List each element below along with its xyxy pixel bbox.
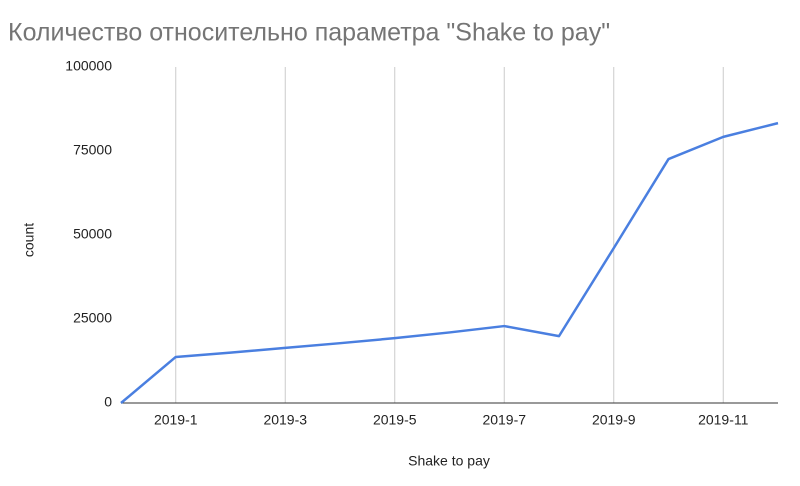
y-tick-label: 100000 [65, 58, 112, 74]
x-tick-label: 2019-1 [154, 412, 198, 428]
y-tick-label: 0 [104, 394, 112, 410]
x-tick-label: 2019-3 [263, 412, 307, 428]
x-tick-label: 2019-5 [373, 412, 417, 428]
chart-title: Количество относительно параметра "Shake… [8, 19, 610, 47]
y-tick-label: 25000 [73, 310, 112, 326]
y-tick-label: 50000 [73, 226, 112, 242]
x-axis-label: Shake to pay [408, 453, 490, 469]
x-tick-label: 2019-11 [698, 412, 749, 428]
x-tick-label: 2019-7 [482, 412, 526, 428]
x-tick-label: 2019-9 [592, 412, 636, 428]
y-axis-label: count [21, 223, 37, 257]
data-line [120, 121, 779, 404]
y-tick-label: 75000 [73, 142, 112, 158]
